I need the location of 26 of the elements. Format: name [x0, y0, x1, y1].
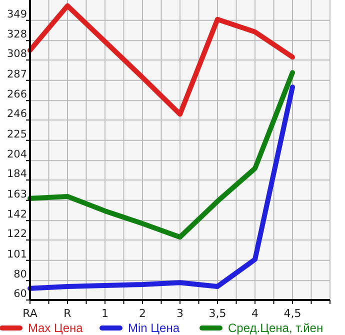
y-tick-label: 80	[14, 268, 27, 281]
x-tick-label: 4,5	[284, 307, 302, 320]
y-tick-label: 60	[14, 288, 27, 300]
legend-label: Min Цена	[128, 321, 180, 335]
y-tick-label: 142	[6, 208, 27, 221]
x-tick-label: 3	[176, 307, 184, 320]
y-tick-label: 163	[6, 188, 27, 200]
y-tick-label: 308	[6, 48, 27, 60]
x-tick-label: R	[64, 307, 72, 320]
x-tick-label: 3,5	[208, 307, 226, 320]
x-tick-label: 1	[102, 307, 108, 320]
x-tick-label: 4	[252, 307, 258, 320]
legend-label: Сред.Цена, т.йен	[228, 321, 324, 335]
y-tick-label: 101	[6, 248, 27, 260]
y-tick-label: 349	[6, 8, 27, 20]
y-tick-label: 204	[6, 148, 28, 161]
legend-label: Max Цена	[28, 321, 84, 335]
y-tick-label: 266	[6, 88, 28, 101]
y-tick-label: 287	[6, 68, 27, 80]
y-tick-label: 246	[6, 108, 28, 120]
y-tick-label: 328	[6, 28, 27, 41]
x-tick-label: RA	[22, 307, 38, 320]
y-tick-label: 184	[6, 168, 28, 180]
x-tick-label: 2	[139, 307, 146, 320]
y-tick-label: 225	[6, 128, 27, 140]
y-tick-label: 122	[6, 228, 27, 240]
